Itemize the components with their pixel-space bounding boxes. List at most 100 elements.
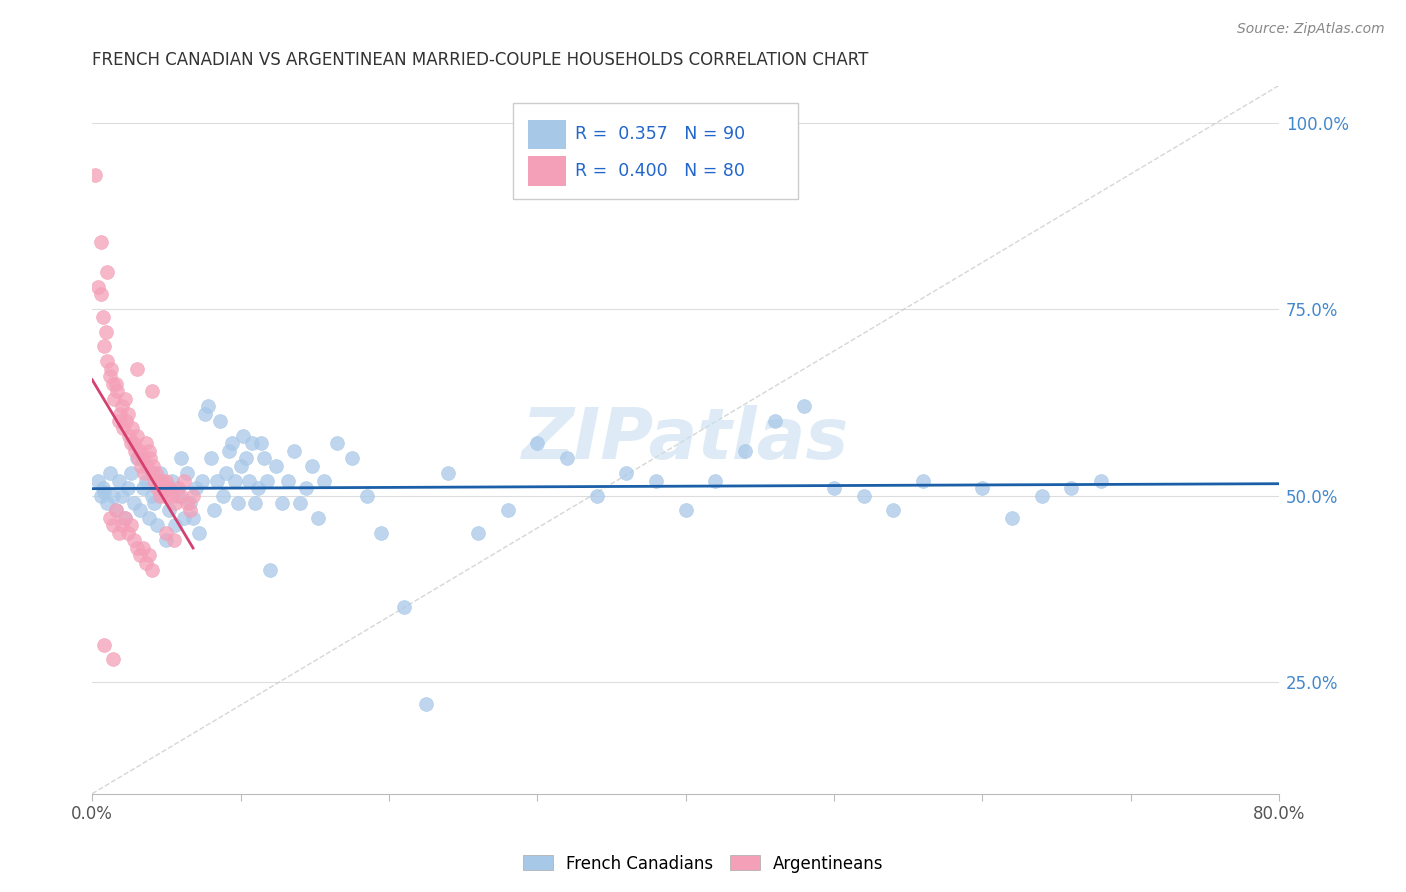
Point bbox=[229, 458, 252, 473]
Point bbox=[215, 466, 238, 480]
Point bbox=[98, 511, 121, 525]
Point bbox=[585, 488, 607, 502]
Point bbox=[104, 503, 127, 517]
Point bbox=[111, 518, 134, 533]
Point bbox=[115, 414, 138, 428]
Point bbox=[245, 496, 267, 510]
Point bbox=[125, 429, 148, 443]
Point bbox=[176, 496, 198, 510]
Point bbox=[149, 488, 172, 502]
Point bbox=[91, 310, 114, 324]
Point bbox=[136, 458, 159, 473]
Text: R =  0.400   N = 80: R = 0.400 N = 80 bbox=[575, 162, 745, 180]
Point bbox=[165, 518, 187, 533]
Point bbox=[121, 421, 143, 435]
Point bbox=[125, 541, 148, 555]
Point bbox=[139, 451, 162, 466]
Text: FRENCH CANADIAN VS ARGENTINEAN MARRIED-COUPLE HOUSEHOLDS CORRELATION CHART: FRENCH CANADIAN VS ARGENTINEAN MARRIED-C… bbox=[93, 51, 869, 69]
Point bbox=[301, 458, 323, 473]
Point bbox=[614, 466, 637, 480]
Point bbox=[392, 600, 415, 615]
Point bbox=[93, 484, 115, 499]
Point bbox=[135, 556, 157, 570]
Point bbox=[467, 525, 489, 540]
Point bbox=[1060, 481, 1083, 495]
Point bbox=[128, 443, 150, 458]
Point bbox=[356, 488, 378, 502]
Point bbox=[188, 525, 211, 540]
Point bbox=[101, 518, 124, 533]
Point bbox=[173, 511, 195, 525]
Point bbox=[117, 525, 139, 540]
Point bbox=[205, 474, 228, 488]
Point bbox=[437, 466, 460, 480]
Point bbox=[118, 429, 141, 443]
Point bbox=[197, 399, 219, 413]
Point bbox=[242, 436, 264, 450]
Point bbox=[675, 503, 697, 517]
Point bbox=[972, 481, 994, 495]
Point bbox=[122, 533, 145, 548]
Point bbox=[90, 235, 112, 249]
Point bbox=[208, 414, 231, 428]
Point bbox=[312, 474, 335, 488]
Point bbox=[101, 376, 124, 391]
Point bbox=[326, 436, 349, 450]
FancyBboxPatch shape bbox=[527, 120, 565, 149]
Point bbox=[131, 541, 153, 555]
Point bbox=[96, 265, 118, 279]
Point bbox=[307, 511, 329, 525]
Point bbox=[101, 488, 124, 502]
Point bbox=[105, 384, 128, 398]
Point bbox=[704, 474, 727, 488]
Point bbox=[127, 451, 149, 466]
Point bbox=[173, 474, 195, 488]
Point bbox=[108, 474, 131, 488]
Point bbox=[145, 466, 167, 480]
Point bbox=[202, 503, 225, 517]
Point bbox=[176, 466, 198, 480]
Point bbox=[94, 325, 117, 339]
Point bbox=[238, 474, 260, 488]
Point bbox=[84, 168, 107, 182]
Point bbox=[181, 488, 204, 502]
Point bbox=[259, 563, 281, 577]
Point bbox=[93, 339, 115, 353]
Point bbox=[138, 443, 160, 458]
Point bbox=[224, 474, 246, 488]
Point bbox=[146, 481, 169, 495]
Point bbox=[415, 697, 437, 711]
Point bbox=[235, 451, 257, 466]
Point bbox=[91, 481, 114, 495]
Point bbox=[211, 488, 233, 502]
Point bbox=[496, 503, 519, 517]
Point bbox=[340, 451, 363, 466]
Point bbox=[142, 458, 165, 473]
Point bbox=[132, 466, 155, 480]
Text: ZIPatlas: ZIPatlas bbox=[522, 405, 849, 474]
Point bbox=[108, 525, 131, 540]
Point bbox=[264, 458, 287, 473]
Point bbox=[128, 548, 150, 562]
Point bbox=[162, 474, 184, 488]
Text: R =  0.357   N = 90: R = 0.357 N = 90 bbox=[575, 126, 745, 144]
Point bbox=[138, 548, 160, 562]
Point bbox=[793, 399, 815, 413]
Point bbox=[87, 280, 110, 294]
Point bbox=[135, 436, 157, 450]
Point bbox=[101, 652, 124, 666]
Point bbox=[155, 474, 177, 488]
Point bbox=[104, 376, 127, 391]
Point bbox=[823, 481, 845, 495]
Point bbox=[163, 533, 186, 548]
Point bbox=[131, 481, 153, 495]
Point bbox=[152, 481, 174, 495]
Point bbox=[179, 503, 201, 517]
Point bbox=[526, 436, 548, 450]
Point bbox=[87, 474, 110, 488]
Point bbox=[283, 443, 305, 458]
Text: Source: ZipAtlas.com: Source: ZipAtlas.com bbox=[1237, 22, 1385, 37]
Point bbox=[221, 436, 243, 450]
Point bbox=[143, 474, 166, 488]
Point bbox=[141, 466, 163, 480]
